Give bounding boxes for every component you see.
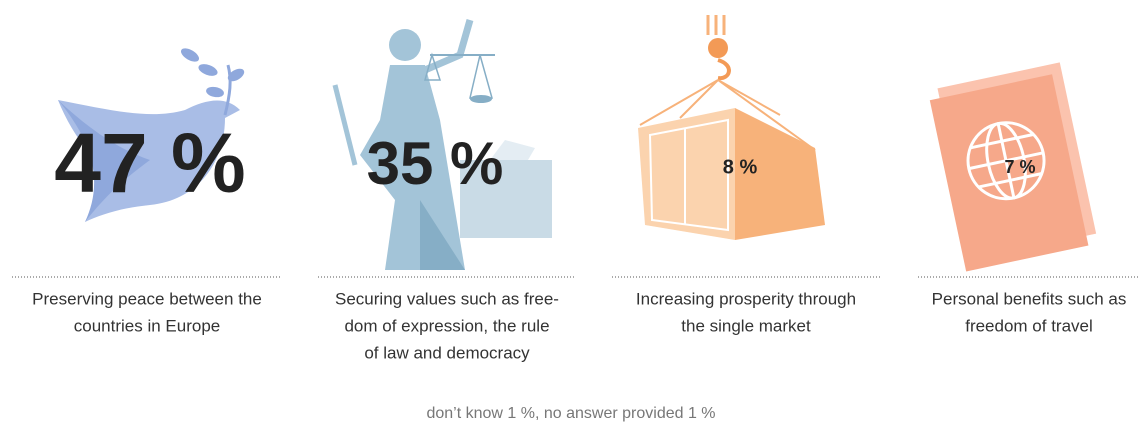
description-line: the single market [681,316,811,335]
description-line: Increasing prosperity through [636,289,856,308]
description-line: Preserving peace between the [32,289,262,308]
description-line: freedom of travel [965,316,1093,335]
percentage: 7 % [1004,157,1035,177]
passport-icon [929,62,1097,272]
description-line: dom of expression, the rule [344,316,549,335]
justitia-icon [332,19,552,270]
percentage: 8 % [723,156,758,178]
percentage: 35 % [367,130,504,197]
container-icon [638,15,825,240]
description-line: Securing values such as free- [335,289,559,308]
description-line: of law and democracy [364,343,530,362]
dove-icon [58,48,245,222]
percentage: 47 % [54,116,245,210]
description-line: countries in Europe [74,316,220,335]
footer-note: don’t know 1 %, no answer provided 1 % [426,405,715,422]
description-line: Personal benefits such as [932,289,1127,308]
